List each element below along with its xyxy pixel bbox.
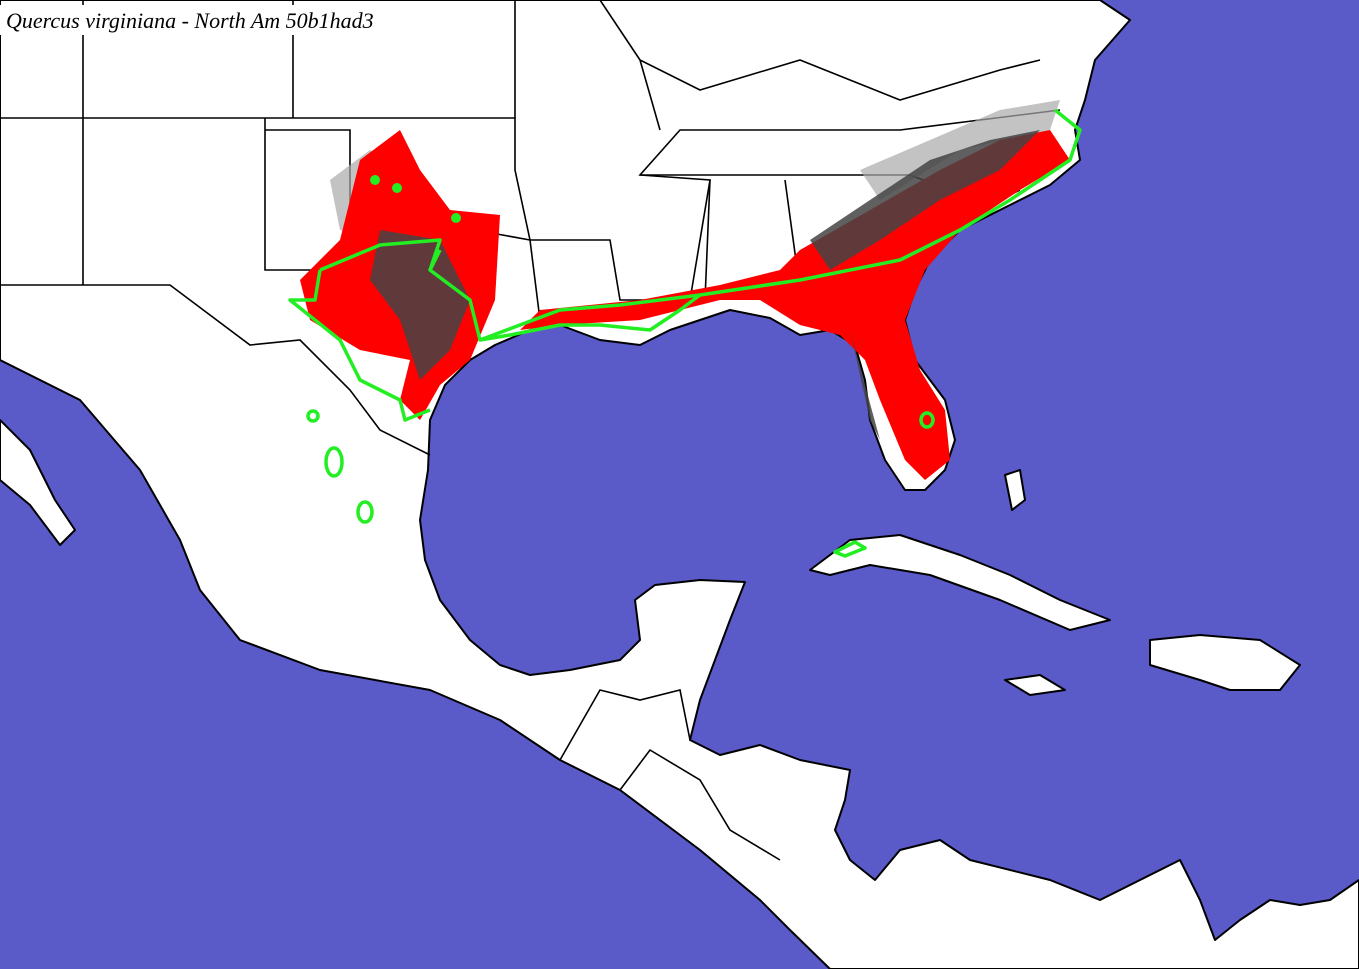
cuba	[809, 534, 1111, 631]
hispaniola	[1149, 634, 1301, 691]
baja-california	[0, 419, 76, 546]
map-title: Quercus virginiana - North Am 50b1had3	[6, 8, 374, 33]
native-range	[288, 108, 1082, 558]
bahamas	[1004, 469, 1026, 511]
title-background	[0, 5, 500, 35]
jamaica	[1004, 674, 1066, 696]
distribution	[300, 100, 1070, 480]
